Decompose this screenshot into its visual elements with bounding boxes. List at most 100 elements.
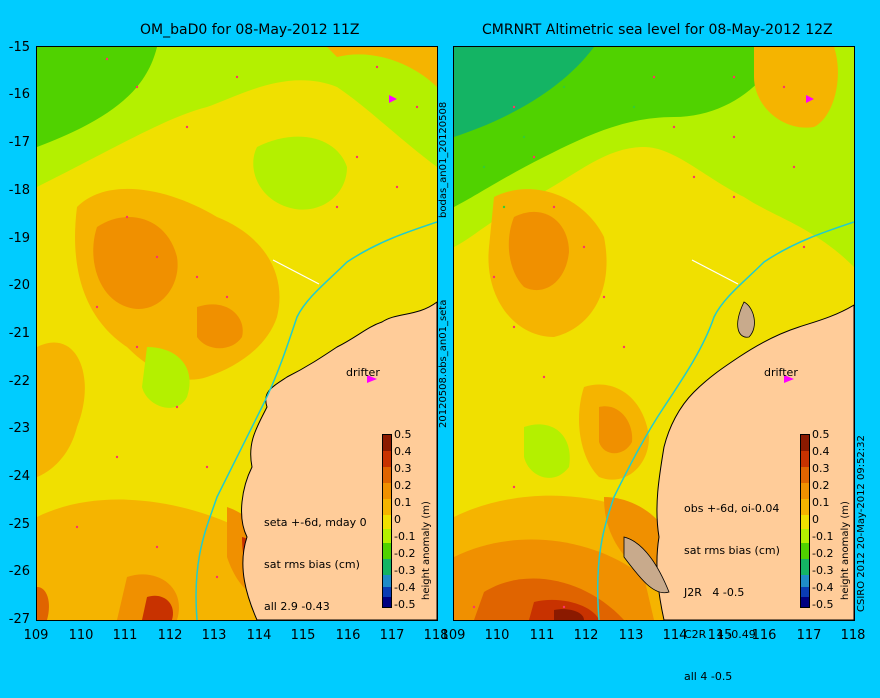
y-tick-label: -20: [8, 278, 30, 293]
credit-label: CSIRO 2012 20-May-2012 09:52:32: [856, 435, 867, 612]
drifter-marker: [389, 95, 397, 103]
x-tick-label: 115: [290, 628, 316, 643]
right-map-panel[interactable]: [453, 46, 855, 621]
colorbar-tick: 0.5: [812, 428, 830, 441]
red-region: [142, 595, 173, 620]
green-region: [142, 347, 190, 408]
right-colorbar-title: height anomaly (m): [840, 501, 851, 600]
colorbar-tick: 0.3: [394, 462, 412, 475]
colorbar-tick: -0.2: [812, 547, 834, 560]
right-annotation: obs +-6d, oi-0.04 sat rms bias (cm) J2R …: [684, 474, 780, 698]
annotation-line: C2R 4 -0.49: [684, 628, 756, 641]
colorbar-tick: -0.1: [812, 530, 834, 543]
colorbar-tick: 0.2: [394, 479, 412, 492]
drifter-marker: [367, 375, 377, 383]
observation-points: [472, 75, 806, 609]
x-tick-label: 109: [23, 628, 49, 643]
isobath-line: [596, 221, 854, 620]
y-tick-label: -18: [8, 183, 30, 198]
green-region: [253, 136, 347, 210]
annotation-line: obs +-6d, oi-0.04: [684, 502, 780, 515]
observation-points: [482, 85, 636, 209]
shelf-region: [737, 301, 755, 338]
colorbar-tick: 0: [394, 513, 401, 526]
annotation-line: sat rms bias (cm): [684, 544, 780, 557]
orange-region: [93, 217, 178, 309]
green-region: [524, 424, 570, 478]
green-region: [327, 47, 437, 87]
colorbar-tick: 0.1: [394, 496, 412, 509]
colorbar-tick: -0.1: [394, 530, 416, 543]
colorbar-tick: 0.3: [812, 462, 830, 475]
colorbar-tick: 0.4: [394, 445, 412, 458]
annotation-line: all 2.9 -0.43: [264, 600, 330, 613]
left-sea-level-map: [37, 47, 437, 620]
orange-region: [599, 406, 633, 454]
colorbar-tick: -0.5: [394, 598, 416, 611]
green-region: [37, 47, 157, 147]
colorbar-tick: -0.4: [812, 581, 834, 594]
annotation-line: sat rms bias (cm): [264, 558, 360, 571]
left-map-panel[interactable]: [36, 46, 438, 621]
annotation-line: J2R 4 -0.5: [684, 586, 745, 599]
right-map-title: CMRNRT Altimetric sea level for 08-May-2…: [482, 22, 833, 38]
isobath-line: [195, 221, 437, 620]
y-tick-label: -22: [8, 374, 30, 389]
x-tick-label: 115: [707, 628, 733, 643]
y-tick-label: -16: [8, 87, 30, 102]
y-tick-label: -15: [8, 40, 30, 55]
x-tick-label: 111: [112, 628, 138, 643]
colorbar-tick: -0.3: [394, 564, 416, 577]
right-drifter-label: drifter: [764, 366, 798, 379]
y-tick-label: -17: [8, 135, 30, 150]
x-tick-label: 112: [573, 628, 599, 643]
annotation-line: seta +-6d, mday 0: [264, 516, 367, 529]
y-tick-label: -21: [8, 326, 30, 341]
colorbar-tick: -0.4: [394, 581, 416, 594]
x-tick-label: 117: [379, 628, 405, 643]
x-tick-label: 112: [157, 628, 183, 643]
right-sea-level-map: [454, 47, 854, 620]
colorbar-tick: -0.3: [812, 564, 834, 577]
left-map-title: OM_baD0 for 08-May-2012 11Z: [140, 22, 360, 38]
middle-bottom-label: 20120508.obs_an01_seta: [438, 299, 449, 428]
orange-region: [197, 304, 243, 349]
x-tick-label: 111: [529, 628, 555, 643]
y-tick-label: -19: [8, 231, 30, 246]
drifter-marker: [784, 375, 794, 383]
x-tick-label: 110: [484, 628, 510, 643]
colorbar-tick: 0.5: [394, 428, 412, 441]
left-colorbar: [382, 434, 392, 608]
x-tick-label: 118: [423, 628, 449, 643]
x-tick-label: 117: [796, 628, 822, 643]
x-tick-label: 113: [618, 628, 644, 643]
x-tick-label: 113: [201, 628, 227, 643]
left-annotation: seta +-6d, mday 0 sat rms bias (cm) all …: [264, 488, 367, 628]
y-tick-label: -24: [8, 469, 30, 484]
x-tick-label: 114: [246, 628, 272, 643]
shelf-region: [623, 536, 670, 594]
orange-region: [754, 47, 838, 128]
colorbar-tick: 0: [812, 513, 819, 526]
orange-region: [37, 499, 277, 620]
colorbar-tick: -0.2: [394, 547, 416, 560]
y-tick-label: -25: [8, 517, 30, 532]
observation-points: [75, 57, 419, 579]
colorbar-tick: -0.5: [812, 598, 834, 611]
x-tick-label: 116: [751, 628, 777, 643]
red-region: [554, 609, 584, 620]
orange-region: [37, 342, 85, 477]
right-colorbar: [800, 434, 810, 608]
y-tick-label: -23: [8, 421, 30, 436]
colorbar-tick: 0.1: [812, 496, 830, 509]
left-colorbar-title: height anomaly (m): [421, 501, 432, 600]
satellite-track: [691, 259, 739, 285]
satellite-track: [272, 259, 320, 285]
red-region: [37, 587, 49, 620]
colorbar-gradient: [801, 435, 809, 607]
annotation-line: all 4 -0.5: [684, 670, 733, 683]
y-tick-label: -26: [8, 564, 30, 579]
left-drifter-label: drifter: [346, 366, 380, 379]
colorbar-tick: 0.2: [812, 479, 830, 492]
x-tick-label: 114: [662, 628, 688, 643]
